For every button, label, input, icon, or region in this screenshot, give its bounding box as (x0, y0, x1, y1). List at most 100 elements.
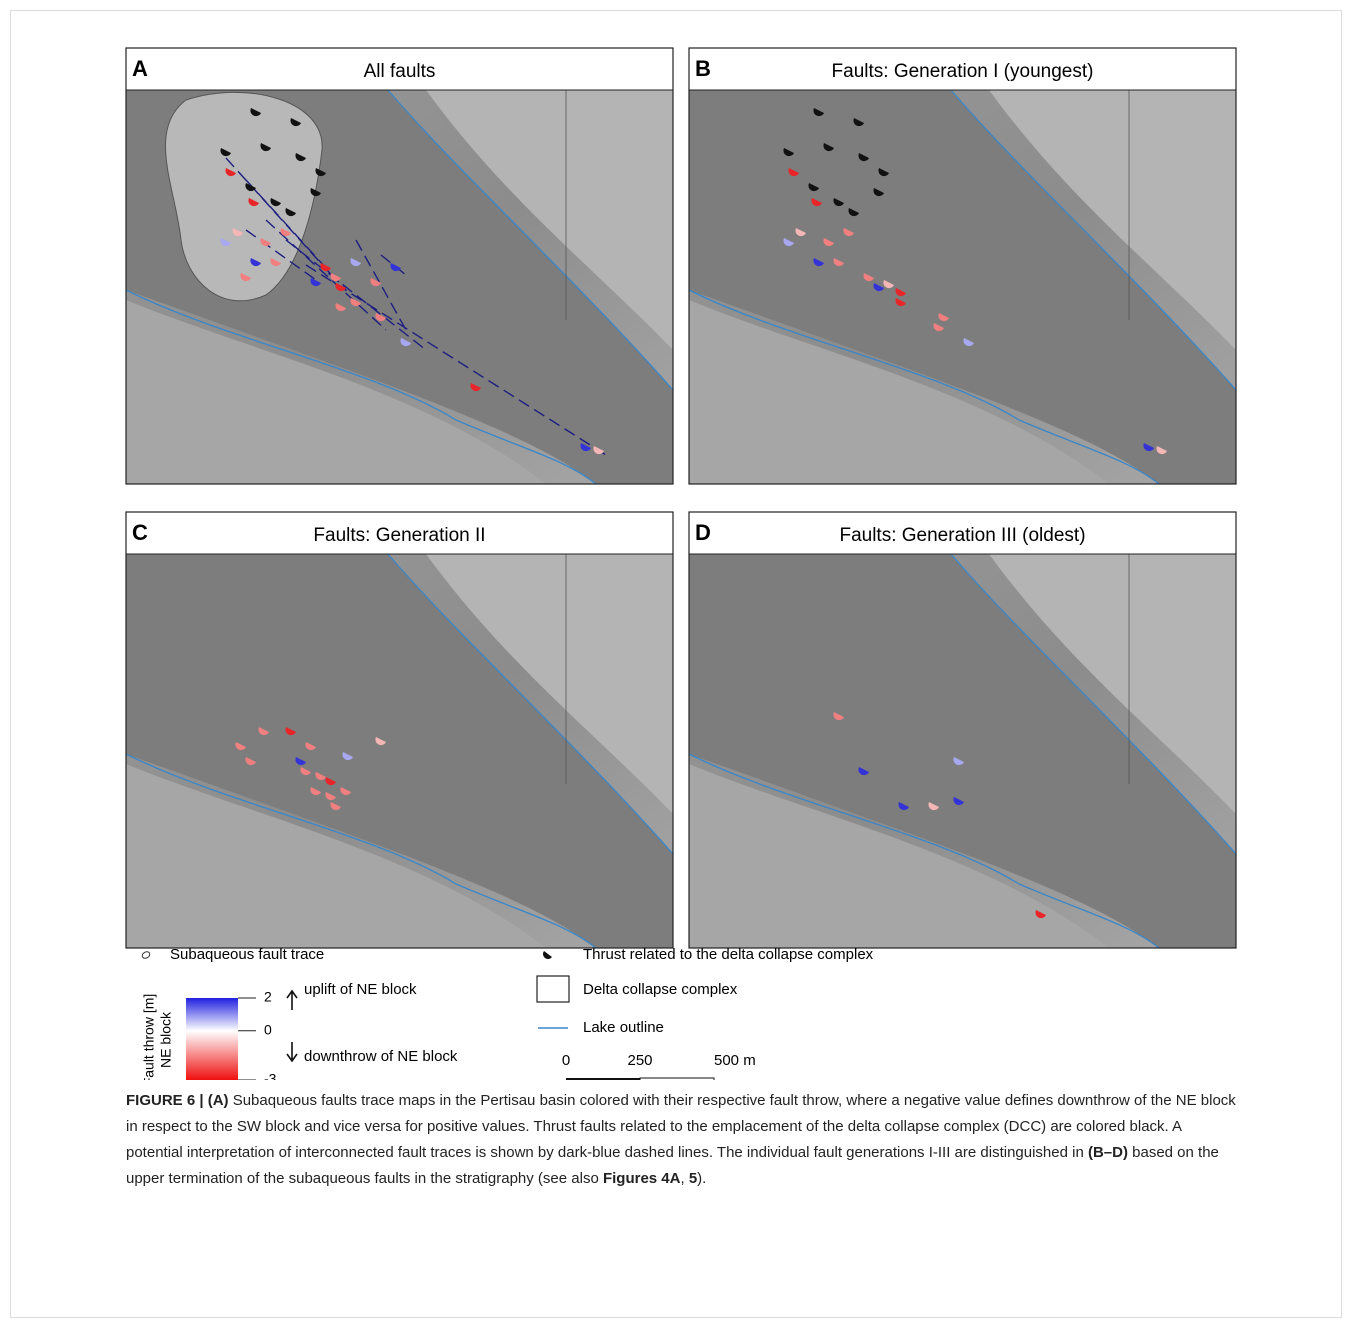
fault-marker (250, 108, 261, 117)
fault-trace-icon (141, 951, 151, 959)
caption-text: FIGURE 6 | (A) (126, 1092, 229, 1109)
lake-outline (950, 553, 1237, 855)
thrust-icon (543, 951, 552, 960)
panel-title: Faults: Generation II (313, 525, 485, 546)
panel: D Faults: Generation III (oldest) (688, 511, 1237, 949)
caption-text: 5 (688, 1170, 698, 1187)
fault-marker (1143, 443, 1154, 452)
colorbar-tick-label: 2 (264, 989, 272, 1005)
lake-outline (688, 289, 1160, 485)
caption: FIGURE 6 | (A) Subaqueous faults trace m… (126, 1088, 1238, 1192)
lake-outline (387, 89, 674, 391)
fault-marker (833, 258, 844, 267)
fault-marker (285, 208, 296, 217)
lake-basin (126, 554, 673, 948)
lake-basin (689, 554, 1236, 948)
mountain-ne (426, 90, 673, 350)
fault-connection (285, 239, 427, 351)
fault-connection (380, 254, 407, 276)
fault-marker (375, 313, 386, 322)
fault-marker (823, 238, 834, 247)
fault-marker (260, 238, 271, 247)
fault-marker (305, 742, 316, 751)
colorbar-tick-label: -3 (264, 1071, 277, 1080)
panel-letter: A (132, 56, 148, 81)
caption-text: Subaqueous faults trace maps in the Pert… (126, 1092, 1236, 1161)
fault-marker (963, 338, 974, 347)
mountain-ne (426, 554, 673, 814)
panel-header (126, 512, 673, 554)
fault-marker (285, 727, 296, 736)
mountain-sw (126, 300, 546, 484)
fault-marker (823, 143, 834, 152)
scale-label: 0 (562, 1052, 570, 1069)
fault-marker (938, 313, 949, 322)
fault-marker (895, 298, 906, 307)
fault-marker (833, 712, 844, 721)
caption-text: , (680, 1170, 689, 1187)
fault-marker (883, 280, 894, 289)
lake-outline (125, 289, 597, 485)
fault-marker (340, 787, 351, 796)
fault-marker (470, 383, 481, 392)
fault-marker (593, 446, 604, 455)
fault-marker (953, 797, 964, 806)
fault-marker (235, 742, 246, 751)
fault-marker (300, 767, 311, 776)
panel-header (689, 48, 1236, 90)
panel-border (688, 47, 1237, 485)
fault-marker (310, 787, 321, 796)
fault-marker (833, 198, 844, 207)
fault-marker (240, 273, 251, 282)
fault-marker (258, 727, 269, 736)
uplift-arrow (286, 989, 298, 1010)
fault-connection (305, 264, 607, 456)
fault-marker (260, 143, 271, 152)
colorbar-tick-label: 0 (264, 1022, 272, 1038)
downthrow-arrow (286, 1042, 298, 1063)
lake-basin (689, 90, 1236, 484)
colorbar (186, 998, 238, 1080)
fault-marker (928, 802, 939, 811)
fault-marker (783, 238, 794, 247)
legend-text: Delta collapse complex (583, 981, 738, 998)
legend-text: Subaqueous fault trace (170, 946, 324, 963)
scale-label: 500 m (714, 1052, 756, 1069)
panel-letter: D (695, 520, 711, 545)
fault-marker (853, 118, 864, 127)
panel: B Faults: Generation I (youngest) (688, 47, 1237, 485)
fault-marker (1035, 910, 1046, 919)
fault-marker (795, 228, 806, 237)
legend-text: Thrust related to the delta collapse com… (583, 946, 874, 963)
fault-marker (813, 258, 824, 267)
fault-marker (1156, 446, 1167, 455)
fault-marker (375, 737, 386, 746)
caption-text: Figures 4A (602, 1170, 681, 1187)
panel-title: All faults (364, 61, 436, 82)
lake-outline (387, 553, 674, 855)
fault-marker (248, 198, 259, 207)
lake-outline (950, 89, 1237, 391)
fault-marker (325, 777, 336, 786)
lake-outline (125, 753, 597, 949)
fault-connection (225, 157, 337, 281)
dcc-icon (536, 975, 570, 1003)
fault-marker (370, 278, 381, 287)
fault-marker (400, 338, 411, 347)
panel-title: Faults: Generation I (youngest) (832, 61, 1094, 82)
legend-text: Lake outline (583, 1019, 664, 1036)
scale-white (639, 1077, 715, 1080)
uplift-label: uplift of NE block (304, 981, 417, 998)
fault-marker (342, 752, 353, 761)
fault-marker (843, 228, 854, 237)
fault-marker (290, 118, 301, 127)
fault-marker (858, 767, 869, 776)
panel-letter: B (695, 56, 711, 81)
fault-marker (225, 168, 236, 177)
panel: A All faults (125, 47, 674, 485)
caption-text: ). (697, 1170, 707, 1187)
fault-marker (315, 772, 326, 781)
panel-letter: C (132, 520, 148, 545)
fault-marker (295, 757, 306, 766)
